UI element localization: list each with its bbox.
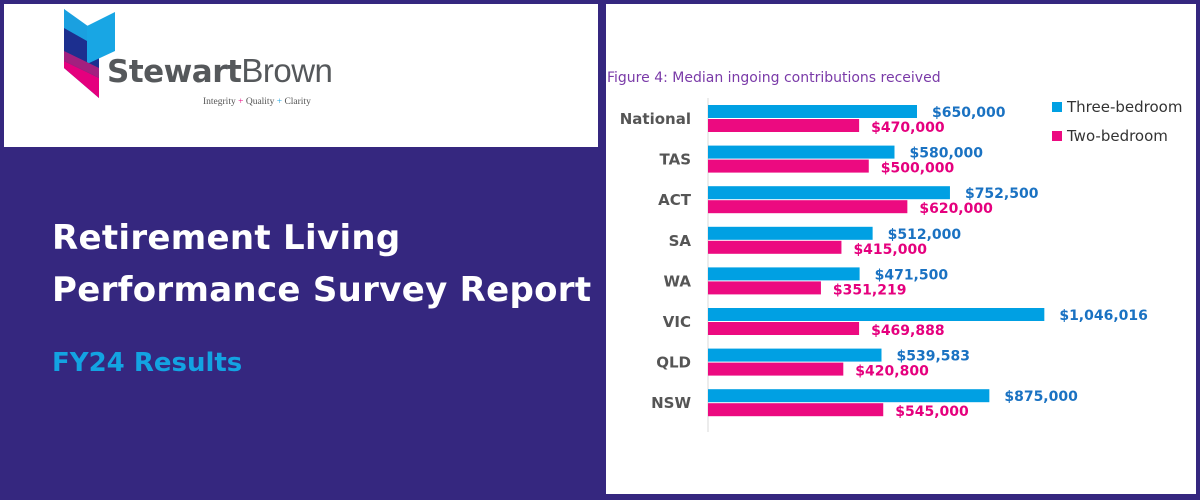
tagline: Integrity + Quality + Clarity [203, 97, 311, 107]
data-label-two-bedroom-act: $620,000 [919, 201, 993, 217]
data-label-three-bedroom-national: $650,000 [932, 105, 1006, 121]
data-label-two-bedroom-national: $470,000 [871, 120, 945, 136]
category-label-vic: VIC [663, 313, 691, 331]
data-label-three-bedroom-qld: $539,583 [896, 349, 970, 365]
category-label-qld: QLD [656, 354, 691, 372]
report-title: Retirement Living Performance Survey Rep… [52, 218, 592, 310]
bar-two-bedroom-wa [708, 281, 821, 295]
bar-two-bedroom-act [708, 200, 908, 214]
chart-title: Figure 4: Median ingoing contributions r… [607, 70, 941, 86]
data-label-three-bedroom-sa: $512,000 [888, 227, 962, 243]
bar-three-bedroom-sa [708, 226, 873, 240]
bar-three-bedroom-nsw [708, 389, 990, 403]
data-label-three-bedroom-wa: $471,500 [875, 267, 949, 283]
bar-three-bedroom-wa [708, 267, 860, 281]
category-label-act: ACT [658, 191, 692, 209]
data-label-two-bedroom-wa: $351,219 [833, 282, 907, 298]
bar-three-bedroom-qld [708, 348, 882, 362]
category-label-national: National [620, 110, 691, 128]
data-label-two-bedroom-vic: $469,888 [871, 323, 945, 339]
category-label-nsw: NSW [651, 394, 691, 412]
data-label-two-bedroom-tas: $500,000 [881, 161, 955, 177]
category-label-sa: SA [669, 232, 692, 250]
brand-name: StewartBrown [107, 52, 333, 90]
bar-three-bedroom-vic [708, 308, 1045, 321]
chart-panel [606, 4, 1196, 494]
data-label-two-bedroom-nsw: $545,000 [895, 404, 969, 420]
data-label-two-bedroom-qld: $420,800 [855, 364, 929, 380]
bar-two-bedroom-qld [708, 362, 844, 376]
bar-two-bedroom-sa [708, 240, 842, 254]
data-label-three-bedroom-act: $752,500 [965, 186, 1039, 202]
data-label-three-bedroom-nsw: $875,000 [1004, 389, 1078, 405]
stewartbrown-logo-icon [64, 9, 115, 98]
data-label-three-bedroom-vic: $1,046,016 [1059, 308, 1148, 324]
category-label-wa: WA [664, 272, 692, 290]
legend-swatch [1052, 102, 1062, 112]
bar-two-bedroom-tas [708, 159, 869, 173]
logo-header: StewartBrown Integrity + Quality + Clari… [4, 4, 598, 147]
bar-three-bedroom-act [708, 186, 950, 200]
category-label-tas: TAS [660, 151, 691, 169]
legend-item-three-bedroom: Three-bedroom [1052, 98, 1182, 116]
legend-swatch [1052, 131, 1062, 141]
legend-item-two-bedroom: Two-bedroom [1052, 127, 1168, 145]
bar-two-bedroom-national [708, 119, 860, 132]
data-label-three-bedroom-tas: $580,000 [909, 146, 983, 162]
bar-three-bedroom-tas [708, 145, 895, 159]
report-subtitle: FY24 Results [52, 348, 243, 378]
data-label-two-bedroom-sa: $415,000 [853, 242, 927, 258]
bar-three-bedroom-national [708, 105, 917, 118]
bar-two-bedroom-vic [708, 322, 860, 335]
bar-two-bedroom-nsw [708, 403, 884, 417]
